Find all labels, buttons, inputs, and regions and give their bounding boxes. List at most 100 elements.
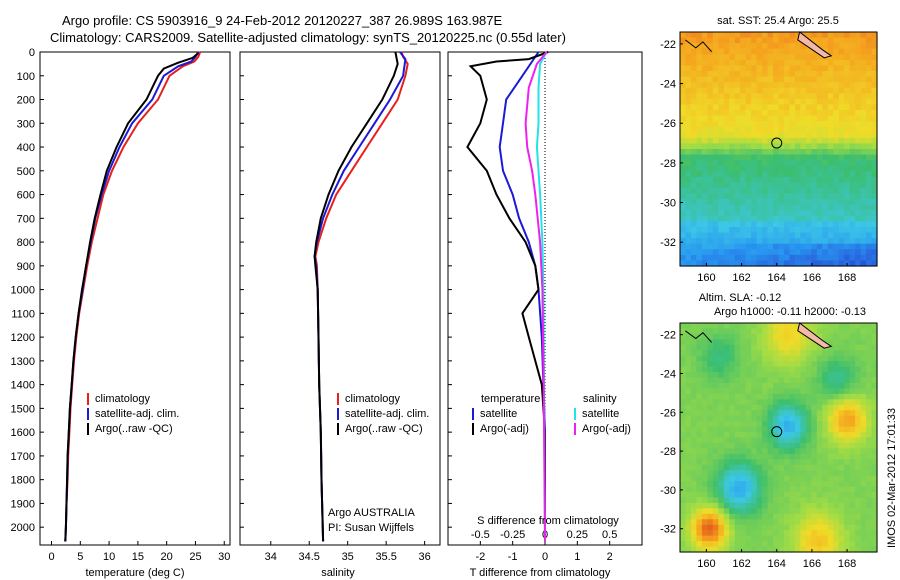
heatmap-cell [805, 388, 812, 395]
heatmap-cell [849, 339, 856, 346]
heatmap-cell [816, 249, 823, 256]
heatmap-cell [707, 254, 714, 262]
heatmap-cell [701, 393, 708, 400]
heatmap-cell [751, 249, 758, 256]
heatmap-cell [680, 382, 687, 390]
heatmap-cell [707, 530, 714, 537]
heatmap-cell [816, 442, 823, 449]
heatmap-cell [718, 93, 725, 100]
heatmap-cell [762, 404, 769, 411]
heatmap-cell [866, 448, 873, 455]
heatmap-cell [866, 110, 873, 117]
heatmap-cell [794, 121, 801, 128]
heatmap-cell [734, 215, 741, 223]
heatmap-cell [805, 176, 812, 184]
heatmap-cell [751, 426, 758, 433]
heatmap-cell [860, 54, 867, 61]
heatmap-cell [844, 323, 851, 330]
heatmap-cell [783, 508, 791, 515]
heatmap-cell [800, 361, 807, 368]
heatmap-cell [838, 176, 845, 184]
heatmap-cell [762, 260, 769, 267]
heatmap-cell [701, 437, 708, 444]
heatmap-cell [866, 260, 873, 267]
heatmap-cell [751, 199, 758, 206]
heatmap-cell [838, 260, 845, 267]
heatmap-cell [707, 93, 714, 100]
heatmap-cell [729, 355, 736, 362]
heatmap-cell [745, 121, 752, 128]
heatmap-cell [860, 204, 867, 211]
heatmap-cell [811, 59, 818, 67]
heatmap-cell [734, 227, 741, 234]
heatmap-cell [789, 143, 796, 150]
heatmap-cell [838, 43, 845, 50]
heatmap-cell [740, 221, 747, 228]
heatmap-cell [745, 442, 752, 449]
heatmap-cell [794, 524, 801, 531]
heatmap-cell [767, 344, 774, 351]
heatmap-cell [680, 232, 687, 239]
heatmap-cell [773, 426, 780, 433]
temperature-series [64, 51, 202, 542]
heatmap-cell [866, 459, 873, 466]
heatmap-cell [783, 193, 791, 200]
heatmap-cell [860, 481, 867, 488]
heatmap-cell [756, 48, 763, 55]
heatmap-cell [860, 541, 867, 548]
heatmap-cell [734, 82, 741, 89]
heatmap-cell [756, 193, 763, 200]
temperature-xlabel: temperature (deg C) [85, 567, 184, 579]
heatmap-cell [707, 442, 714, 449]
heatmap-cell [685, 210, 692, 217]
heatmap-cell [789, 524, 796, 531]
heatmap-cell [855, 437, 862, 444]
heatmap-cell [844, 110, 851, 117]
heatmap-cell [751, 448, 758, 455]
heatmap-cell [707, 415, 714, 422]
heatmap-cell [740, 249, 747, 256]
heatmap-cell [762, 333, 769, 340]
heatmap-cell [838, 182, 845, 189]
heatmap-cell [849, 524, 856, 531]
heatmap-cell [685, 497, 692, 504]
heatmap-cell [816, 530, 823, 537]
heatmap-cell [690, 193, 698, 200]
heatmap-cell [789, 126, 796, 133]
heatmap-cell [729, 492, 736, 499]
heatmap-cell [800, 193, 807, 200]
heatmap-cell [811, 421, 818, 428]
heatmap-cell [849, 481, 856, 488]
heatmap-cell [707, 333, 714, 340]
heatmap-cell [734, 459, 741, 466]
heatmap-cell [745, 421, 752, 428]
heatmap-cell [800, 339, 807, 346]
argo-australia-note: Argo AUSTRALIA [328, 507, 415, 519]
heatmap-cell [838, 470, 845, 477]
heatmap-cell [756, 470, 763, 477]
heatmap-cell [855, 421, 862, 428]
heatmap-cell [816, 502, 823, 509]
heatmap-cell [816, 143, 823, 150]
heatmap-cell [712, 410, 719, 417]
heatmap-cell [871, 470, 878, 477]
heatmap-cell [707, 377, 714, 384]
heatmap-cell [723, 137, 730, 145]
heatmap-cell [833, 54, 840, 61]
heatmap-cell [696, 87, 703, 94]
heatmap-cell [789, 238, 796, 245]
heatmap-cell [783, 388, 791, 395]
heatmap-cell [729, 497, 736, 504]
heatmap-cell [745, 519, 752, 526]
heatmap-cell [773, 121, 780, 128]
heatmap-cell [855, 366, 862, 373]
heatmap-cell [740, 372, 747, 379]
heatmap-cell [871, 193, 878, 200]
heatmap-cell [701, 87, 708, 94]
heatmap-cell [844, 421, 851, 428]
heatmap-cell [822, 59, 829, 67]
heatmap-cell [860, 32, 867, 39]
heatmap-cell [844, 377, 851, 384]
heatmap-cell [844, 541, 851, 548]
heatmap-cell [860, 76, 867, 83]
